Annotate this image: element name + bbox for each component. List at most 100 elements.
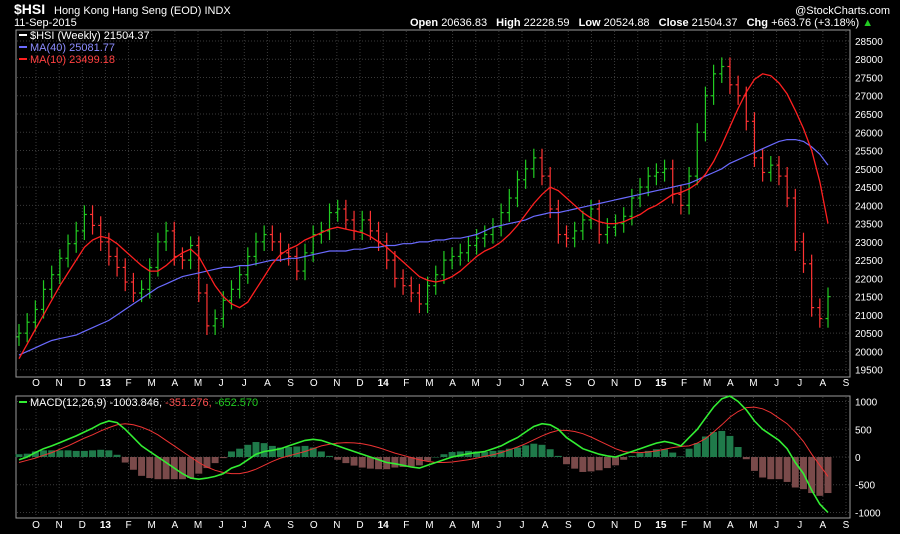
price-tick-label: 23500 — [855, 220, 883, 231]
x-tick-label: 15 — [655, 378, 667, 389]
macd-histogram-bar — [350, 457, 358, 466]
macd-histogram-bar — [56, 450, 64, 457]
x-tick-label: A — [264, 378, 271, 389]
x-tick-label: O — [588, 378, 596, 389]
price-tick-label: 20500 — [855, 329, 883, 340]
macd-histogram-bar — [734, 447, 742, 457]
macd-histogram-bar — [285, 447, 293, 457]
x-tick-label: F — [403, 378, 409, 389]
macd-histogram-bar — [326, 455, 333, 457]
x-tick-label: S — [565, 520, 572, 531]
x-tick-label: D — [79, 520, 86, 531]
macd-signal-line — [18, 406, 829, 477]
x-tick-label: F — [681, 520, 687, 531]
price-tick-label: 21000 — [855, 311, 883, 322]
macd-histogram-bar — [121, 457, 129, 463]
macd-histogram-bar — [571, 457, 579, 469]
price-tick-label: 20000 — [855, 347, 883, 358]
macd-histogram-bar — [260, 443, 268, 457]
macd-histogram-bar — [767, 457, 775, 480]
macd-histogram-bar — [293, 446, 301, 457]
macd-histogram-bar — [489, 450, 497, 457]
x-tick-label: A — [820, 520, 827, 531]
price-tick-label: 26000 — [855, 128, 883, 139]
x-tick-label: O — [310, 378, 318, 389]
x-tick-label: D — [634, 378, 641, 389]
x-tick-label: M — [148, 520, 156, 531]
price-tick-label: 25000 — [855, 165, 883, 176]
x-tick-label: A — [820, 378, 827, 389]
watermark: @StockCharts.com — [795, 5, 890, 17]
price-tick-label: 24500 — [855, 183, 883, 194]
x-tick-label: J — [520, 378, 525, 389]
macd-histogram-bar — [252, 442, 260, 457]
x-tick-label: S — [565, 378, 572, 389]
x-tick-label: A — [172, 378, 179, 389]
macd-histogram-bar — [268, 445, 276, 457]
macd-histogram-bar — [277, 447, 284, 457]
x-tick-label: D — [356, 378, 363, 389]
x-tick-label: S — [287, 378, 294, 389]
price-tick-label: 28500 — [855, 37, 883, 48]
legend-ma10: MA(10) 23499.18 — [30, 54, 115, 66]
legend-ma40: MA(40) 25081.77 — [30, 42, 115, 54]
x-tick-label: J — [242, 378, 247, 389]
macd-histogram-bar — [187, 457, 195, 479]
x-tick-label: M — [425, 378, 433, 389]
x-tick-label: N — [56, 520, 63, 531]
x-tick-label: A — [172, 520, 179, 531]
macd-histogram-bar — [530, 443, 538, 457]
macd-tick-label: 1000 — [855, 398, 878, 409]
macd-histogram-bar — [375, 457, 383, 470]
macd-histogram-bar — [693, 443, 701, 457]
macd-tick-label: -500 — [855, 481, 875, 492]
ticker-name: Hong Kong Hang Seng (EOD) INDX — [54, 5, 231, 17]
macd-histogram-bar — [587, 457, 595, 472]
macd-histogram-bar — [742, 457, 750, 460]
x-tick-label: A — [449, 378, 456, 389]
macd-histogram-bar — [138, 457, 146, 476]
macd-histogram-bar — [358, 457, 366, 468]
x-tick-label: D — [79, 378, 86, 389]
x-tick-label: M — [703, 378, 711, 389]
x-tick-label: N — [611, 520, 618, 531]
x-tick-label: O — [310, 520, 318, 531]
macd-histogram-bar — [342, 457, 350, 464]
macd-histogram-bar — [162, 457, 170, 480]
macd-histogram-bar — [579, 457, 587, 472]
macd-histogram-bar — [309, 447, 317, 457]
macd-histogram-bar — [334, 457, 342, 460]
macd-histogram-bar — [505, 448, 513, 457]
macd-histogram-bar — [317, 451, 325, 457]
x-tick-label: J — [219, 378, 224, 389]
x-tick-label: J — [797, 520, 802, 531]
macd-histogram-bar — [595, 457, 603, 471]
price-tick-label: 28000 — [855, 55, 883, 66]
macd-histogram-bar — [129, 457, 137, 470]
macd-histogram-bar — [824, 457, 832, 494]
macd-histogram-bar — [366, 457, 374, 469]
price-tick-label: 26500 — [855, 110, 883, 121]
x-tick-label: O — [32, 378, 40, 389]
legend-macd: MACD(12,26,9) -1003.846, -351.276, -652.… — [30, 397, 258, 409]
macd-legend: MACD(12,26,9) -1003.846, -351.276, -652.… — [19, 397, 258, 409]
macd-histogram-bar — [750, 457, 758, 471]
macd-histogram-bar — [432, 457, 440, 458]
macd-histogram-bar — [661, 449, 669, 457]
macd-histogram-bar — [514, 447, 521, 457]
macd-histogram-bar — [718, 430, 726, 457]
x-tick-label: S — [287, 520, 294, 531]
price-legend: $HSI (Weekly) 21504.37 MA(40) 25081.77 M… — [19, 30, 150, 66]
x-tick-label: J — [219, 520, 224, 531]
macd-histogram-bar — [481, 452, 489, 457]
x-tick-label: M — [703, 520, 711, 531]
macd-histogram-bar — [701, 436, 709, 457]
macd-histogram-bar — [456, 451, 464, 457]
x-tick-label: M — [749, 378, 757, 389]
price-tick-label: 22500 — [855, 256, 883, 267]
macd-histogram-bar — [23, 453, 31, 457]
macd-histogram-bar — [783, 457, 791, 482]
legend-price: $HSI (Weekly) 21504.37 — [30, 30, 150, 42]
price-tick-label: 22000 — [855, 274, 883, 285]
x-tick-label: J — [797, 378, 802, 389]
